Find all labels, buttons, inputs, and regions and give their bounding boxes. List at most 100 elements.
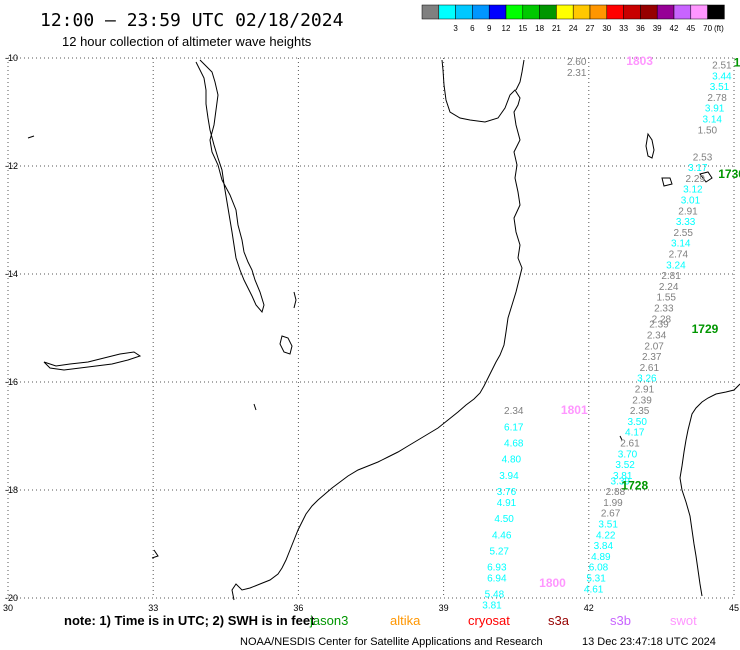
wave-height-label: 2.61 <box>620 438 640 449</box>
colorbar-swatch <box>690 4 708 20</box>
wave-height-label: 3.81 <box>482 600 502 611</box>
coastline-lake-malawi <box>195 59 265 314</box>
lon-tick-label: 39 <box>439 603 449 613</box>
satellite-legend-item: cryosat <box>468 613 510 628</box>
pass-time-label: 1729 <box>692 322 719 336</box>
wave-height-label: 1.55 <box>657 293 677 304</box>
coastline-madagascar <box>679 383 740 597</box>
wave-height-label: 4.91 <box>497 498 517 509</box>
wave-height-label: 3.94 <box>499 471 519 482</box>
lat-tick-label: -10 <box>5 53 18 63</box>
wave-height-label: 3.51 <box>710 82 730 93</box>
wave-height-label: 3.91 <box>705 104 725 115</box>
coastline-comoros <box>645 132 713 187</box>
wave-height-label: 2.35 <box>630 406 650 417</box>
wave-height-label: 3.17 <box>688 163 708 174</box>
colorbar-tick-label: 36 <box>636 24 645 33</box>
wave-height-label: 3.51 <box>598 519 618 530</box>
colorbar-tick-label: 45 <box>686 24 695 33</box>
colorbar-tick-label: 33 <box>619 24 628 33</box>
lon-tick-label: 45 <box>729 603 739 613</box>
colorbar-tick-label: 70 <box>703 24 712 33</box>
wave-height-label: 2.39 <box>649 320 669 331</box>
map-subtitle: 12 hour collection of altimeter wave hei… <box>62 34 312 49</box>
lat-tick-label: -12 <box>5 161 18 171</box>
colorbar-swatch <box>656 4 675 20</box>
wave-height-label: 3.84 <box>594 541 614 552</box>
wave-height-label: 2.24 <box>659 282 679 293</box>
wave-height-label: 5.27 <box>490 546 510 557</box>
colorbar-swatch <box>421 4 440 20</box>
colorbar-swatch <box>606 4 624 20</box>
colorbar-tick-label: 42 <box>670 24 679 33</box>
wave-height-label: 6.17 <box>504 422 524 433</box>
pass-time-label: 1803 <box>626 54 653 68</box>
wave-height-label: 3.01 <box>681 195 701 206</box>
wave-height-label: 2.88 <box>606 487 626 498</box>
wave-height-label: 4.68 <box>504 438 524 449</box>
lat-tick-label: -18 <box>5 485 18 495</box>
wave-height-label: 2.07 <box>644 341 664 352</box>
colorbar-tick-label: 12 <box>502 24 511 33</box>
wave-height-label: 2.67 <box>601 509 621 520</box>
wave-height-label: 4.46 <box>492 530 512 541</box>
wave-height-label: 1.50 <box>698 125 718 136</box>
wave-height-label: 4.17 <box>625 428 645 439</box>
wave-height-label: 2.34 <box>647 330 667 341</box>
pass-time-label: 1728 <box>621 479 648 493</box>
colorbar-swatch <box>438 4 456 20</box>
wave-height-label: 2.55 <box>673 228 693 239</box>
wave-height-label: 5.48 <box>485 590 505 601</box>
colorbar-swatch <box>673 4 692 20</box>
wave-height-label: 3.44 <box>712 71 732 82</box>
lat-lon-grid <box>7 57 735 599</box>
colorbar-tick-label: 15 <box>518 24 527 33</box>
lat-tick-label: -16 <box>5 377 18 387</box>
colorbar-tick-label: 24 <box>569 24 578 33</box>
wave-height-label: 2.33 <box>654 303 674 314</box>
lon-tick-label: 33 <box>148 603 158 613</box>
wave-height-label: 2.81 <box>661 271 681 282</box>
footer-timestamp: 13 Dec 23:47:18 UTC 2024 <box>582 636 716 648</box>
wave-height-label: 3.24 <box>666 260 686 271</box>
colorbar-tick-label: 6 <box>470 24 475 33</box>
satellite-legend: jason3 altika cryosat s3a s3b swot <box>309 613 697 628</box>
colorbar-swatch <box>488 4 507 20</box>
wave-height-label: 2.60 <box>567 57 587 68</box>
wave-height-label: 3.76 <box>497 487 517 498</box>
coastline-africa <box>231 59 525 601</box>
colorbar-swatch <box>522 4 540 20</box>
lat-tick-label: -20 <box>5 593 18 603</box>
pass-time-label: 173 <box>734 55 740 69</box>
colorbar-swatch <box>505 4 524 20</box>
wave-height-label: 2.53 <box>693 152 713 163</box>
colorbar: 3 6 9 12 15 18 21 24 27 30 33 36 39 42 45 70 <box>421 4 725 33</box>
wave-height-label: 2.29 <box>686 174 706 185</box>
wave-height-label: 4.22 <box>596 530 616 541</box>
colorbar-swatch <box>472 4 490 20</box>
wave-height-label: 2.34 <box>504 406 524 417</box>
wave-height-label: 2.37 <box>642 352 662 363</box>
lon-tick-label: 30 <box>3 603 13 613</box>
wave-height-label: 6.93 <box>487 563 507 574</box>
map-title: 12:00 – 23:59 UTC 02/18/2024 <box>40 10 343 31</box>
wave-height-label: 2.31 <box>567 68 587 79</box>
colorbar-tick-label: 3 <box>453 24 458 33</box>
colorbar-swatch <box>589 4 608 20</box>
colorbar-swatch <box>455 4 473 20</box>
colorbar-swatch <box>640 4 658 20</box>
coastline-lake-cahora-bassa <box>43 351 142 371</box>
wave-height-label: 2.28 <box>652 314 672 325</box>
footer-note: note: 1) Time is in UTC; 2) SWH is in fe… <box>64 613 315 628</box>
pass-time-label: 1730 <box>718 167 740 181</box>
wave-height-label: 3.33 <box>676 217 696 228</box>
pass-time-labels: 1803 173 1730 1729 1801 1728 1800 <box>539 54 740 590</box>
axis-tick-labels: 30 33 36 39 42 45 -10 -12 -14 -16 -18 -20 <box>3 53 739 613</box>
wave-height-label: 3.50 <box>627 417 647 428</box>
colorbar-tick-label: 18 <box>535 24 544 33</box>
lon-tick-label: 42 <box>584 603 594 613</box>
colorbar-swatch <box>623 4 641 20</box>
wave-height-label: 3.12 <box>683 185 703 196</box>
satellite-legend-item: jason3 <box>309 613 348 628</box>
